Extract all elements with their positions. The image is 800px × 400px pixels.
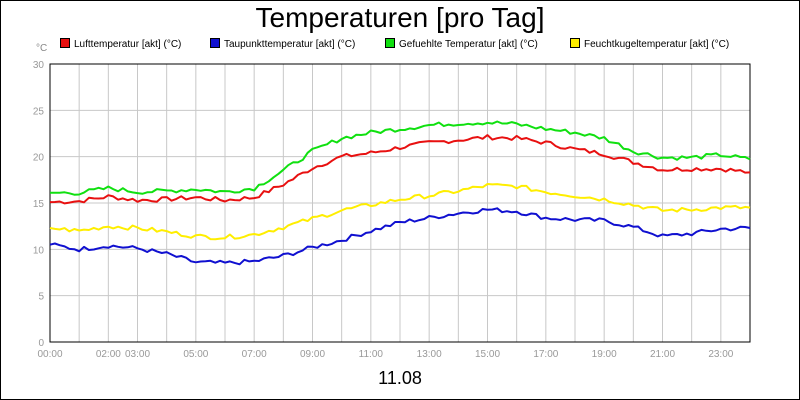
x-tick-label: 13:00 xyxy=(417,349,442,360)
x-tick-label: 15:00 xyxy=(475,349,500,360)
legend-swatch xyxy=(570,38,580,48)
series-line-2 xyxy=(49,120,751,196)
series-line-0 xyxy=(49,134,751,205)
x-tick-label: 19:00 xyxy=(592,349,617,360)
y-tick-label: 0 xyxy=(38,338,44,349)
x-tick-label: 03:00 xyxy=(125,349,150,360)
legend-item-feuchtkugeltemperatur: Feuchtkugeltemperatur [akt] (°C) xyxy=(570,38,729,50)
x-tick-label: 17:00 xyxy=(533,349,558,360)
x-tick-label: 23:00 xyxy=(708,349,733,360)
series-line-1 xyxy=(49,207,751,266)
legend-label: Feuchtkugeltemperatur [akt] (°C) xyxy=(584,39,730,50)
y-tick-label: 10 xyxy=(33,245,45,256)
y-tick-label: 15 xyxy=(33,199,45,210)
x-tick-label: 05:00 xyxy=(183,349,208,360)
x-axis-date-label: 11.08 xyxy=(378,368,422,388)
y-tick-label: 25 xyxy=(33,106,45,117)
x-tick-label: 00:00 xyxy=(37,349,62,360)
legend-label: Gefuehlte Temperatur [akt] (°C) xyxy=(399,39,538,50)
x-tick-label: 11:00 xyxy=(359,349,384,360)
plot-border xyxy=(49,63,751,343)
legend-label: Taupunkttemperatur [akt] (°C) xyxy=(224,39,356,50)
legend-swatch xyxy=(385,38,395,48)
x-tick-label: 07:00 xyxy=(242,349,267,360)
y-tick-label: 5 xyxy=(38,292,44,303)
y-tick-label: 30 xyxy=(33,60,45,71)
legend-swatch xyxy=(210,38,220,48)
x-tick-label: 02:00 xyxy=(96,349,121,360)
series-line-3 xyxy=(49,183,751,241)
legend-item-gefuehlte-temperatur: Gefuehlte Temperatur [akt] (°C) xyxy=(385,38,538,50)
y-tick-label: 20 xyxy=(33,153,45,164)
x-tick-label: 09:00 xyxy=(300,349,325,360)
chart-legend: Lufttemperatur [akt] (°C) Taupunkttemper… xyxy=(60,38,760,52)
legend-item-taupunkttemperatur: Taupunkttemperatur [akt] (°C) xyxy=(210,38,355,50)
legend-label: Lufttemperatur [akt] (°C) xyxy=(74,39,182,50)
legend-swatch xyxy=(60,38,70,48)
x-tick-label: 21:00 xyxy=(650,349,675,360)
chart-title: Temperaturen [pro Tag] xyxy=(255,2,545,33)
legend-item-lufttemperatur: Lufttemperatur [akt] (°C) xyxy=(60,38,181,50)
y-axis-unit: °C xyxy=(36,43,48,54)
